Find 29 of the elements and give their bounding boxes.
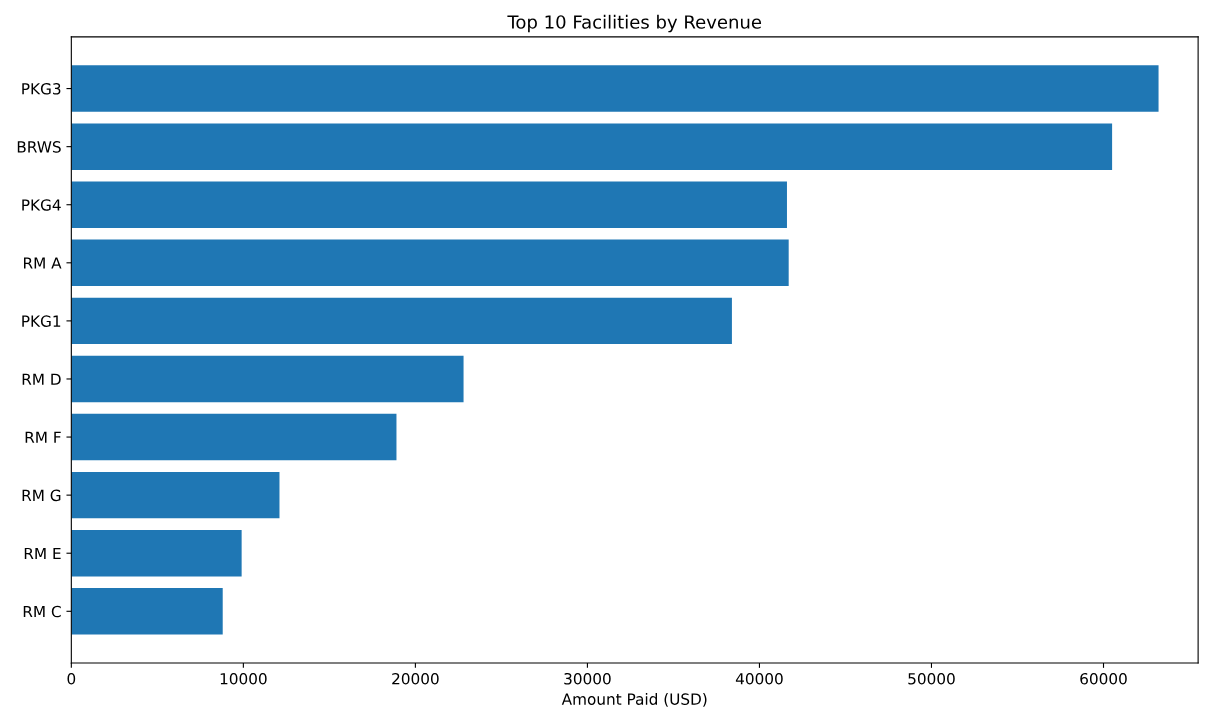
x-tick-label: 0 (67, 672, 76, 685)
y-tick-label: RM F (25, 431, 61, 443)
bar (71, 529, 242, 577)
y-tick-label: RM G (22, 489, 61, 502)
y-tick-label: RM A (24, 257, 62, 269)
x-tick-label: 40000 (735, 672, 783, 685)
y-tick-label: PKG1 (22, 315, 61, 327)
bar (71, 65, 1159, 112)
x-tick-label: 30000 (564, 672, 611, 685)
bar (71, 239, 789, 287)
bar (71, 355, 464, 403)
y-tick-label: RM E (24, 547, 61, 560)
y-tick-label: RM D (22, 373, 61, 385)
x-tick-label: 20000 (392, 672, 439, 685)
bar (71, 471, 280, 519)
bar (71, 181, 787, 228)
bar (71, 588, 223, 635)
x-axis-title: Amount Paid (USD) (561, 693, 707, 707)
y-tick-label: PKG4 (22, 199, 61, 211)
y-tick-label: RM C (23, 605, 61, 618)
bar (71, 123, 1113, 170)
y-tick-label: BRWS (17, 141, 61, 153)
chart-title: Top 10 Facilities by Revenue (507, 14, 762, 33)
bar (71, 297, 732, 345)
x-tick-label: 10000 (220, 672, 267, 685)
bar (71, 413, 397, 461)
x-tick-label: 60000 (1080, 672, 1127, 685)
y-tick-label: PKG3 (22, 83, 61, 95)
x-tick-label: 50000 (908, 672, 955, 685)
